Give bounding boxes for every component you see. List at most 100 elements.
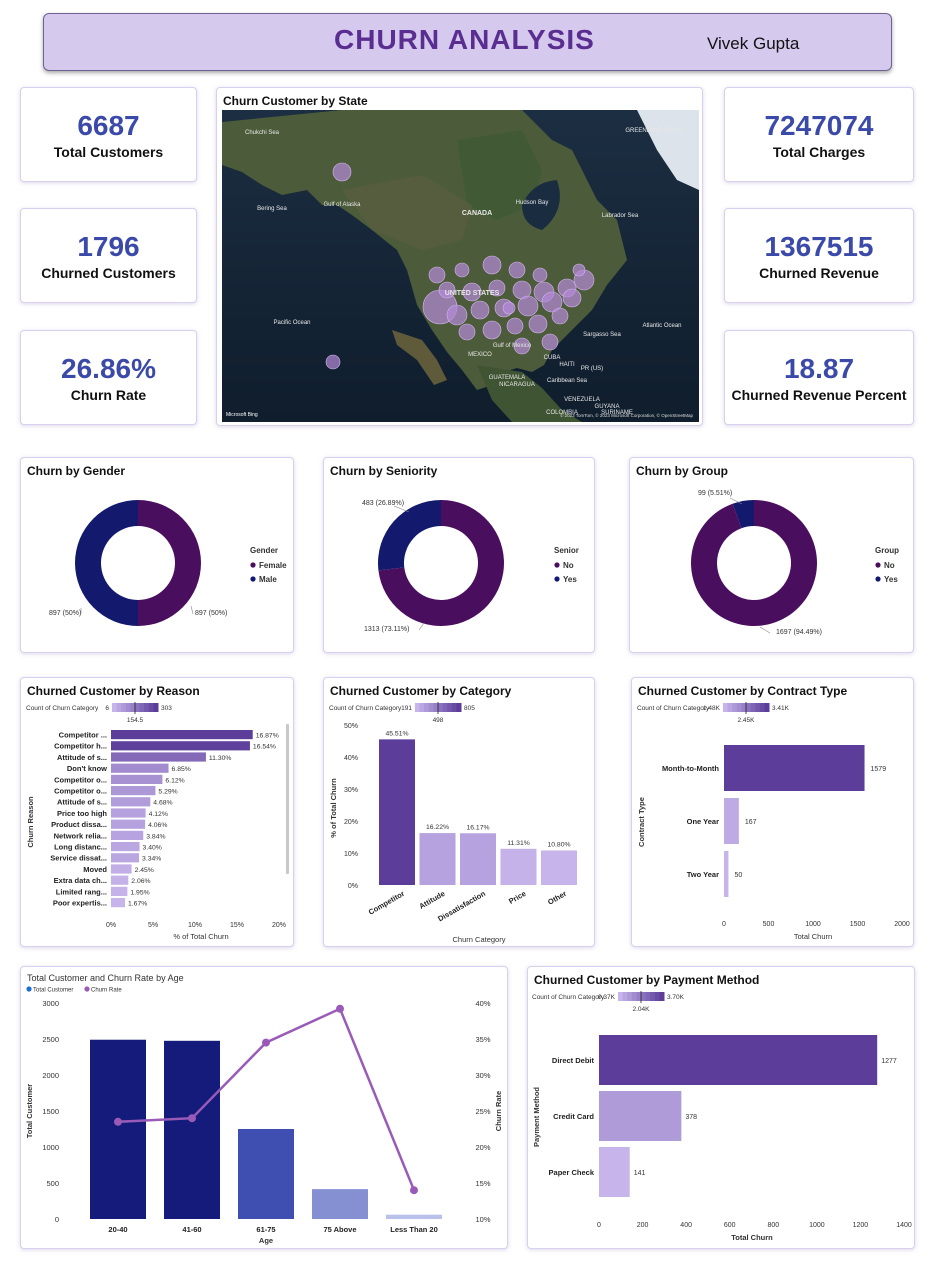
data-label: 16.17%	[466, 824, 489, 831]
map-bubble-layer	[325, 162, 595, 370]
churn-rate-point[interactable]	[410, 1186, 418, 1195]
data-label: 378	[685, 1114, 697, 1121]
donut-slice-no[interactable]	[691, 500, 817, 626]
churn-map[interactable]	[222, 110, 699, 422]
map-bubble[interactable]	[506, 317, 524, 335]
churn-by-group-chart[interactable]: 1697 (94.49%) 99 (5.51%) Group No Yes	[630, 478, 913, 652]
map-bubble[interactable]	[482, 320, 502, 340]
kpi-label: Churned Revenue Percent	[731, 387, 907, 403]
y2-axis-title: Churn Rate	[494, 1091, 503, 1131]
bar[interactable]	[111, 853, 140, 863]
bar[interactable]	[312, 1189, 368, 1219]
bar[interactable]	[460, 833, 496, 885]
map-bubble[interactable]	[488, 279, 506, 297]
churn-rate-point[interactable]	[262, 1038, 270, 1047]
bar[interactable]	[111, 886, 128, 896]
bar[interactable]	[386, 1214, 442, 1219]
map-bubble[interactable]	[325, 354, 341, 370]
bar[interactable]	[724, 745, 865, 791]
legend-title: Count of Churn Category	[532, 994, 605, 1001]
bar[interactable]	[599, 1035, 878, 1085]
map-bubble[interactable]	[470, 300, 490, 320]
bar[interactable]	[111, 819, 146, 829]
data-label: 2.45%	[135, 867, 154, 874]
map-bubble[interactable]	[541, 291, 563, 313]
churn-by-category-chart[interactable]: Count of Churn Category 191 805 498 0% 10% 20%…	[324, 698, 594, 946]
map-bubble[interactable]	[438, 281, 456, 299]
map-bubble[interactable]	[482, 255, 502, 275]
total-customer-churn-rate-by-age-chart[interactable]: Total Customer Churn Rate 0 500 1000 1500 2000…	[21, 981, 507, 1248]
bar[interactable]	[111, 898, 126, 908]
chart-title: Total Customer and Churn Rate by Age	[27, 973, 184, 983]
chart-title: Churn by Group	[636, 464, 728, 478]
bar[interactable]	[90, 1039, 146, 1219]
y2-tick-label: 35%	[475, 1035, 490, 1044]
churn-by-gender-chart[interactable]: 897 (50%) 897 (50%) Gender Female Male	[21, 478, 293, 652]
map-bubble[interactable]	[446, 304, 468, 326]
bar[interactable]	[379, 739, 415, 885]
legend-marker	[250, 576, 256, 582]
map-bubble[interactable]	[454, 262, 470, 278]
data-label: 2.06%	[131, 878, 150, 885]
bar[interactable]	[111, 797, 151, 807]
legend-title: Count of Churn Category	[637, 705, 710, 712]
bar[interactable]	[111, 786, 156, 796]
map-bubble[interactable]	[517, 295, 539, 317]
bar[interactable]	[111, 763, 169, 773]
churn-rate-point[interactable]	[188, 1114, 196, 1123]
bar[interactable]	[541, 850, 577, 885]
bar[interactable]	[724, 851, 729, 897]
chart-title: Churned Customer by Payment Method	[534, 973, 760, 987]
bar[interactable]	[599, 1147, 630, 1197]
bar[interactable]	[724, 798, 739, 844]
bar[interactable]	[111, 864, 132, 874]
bar[interactable]	[111, 774, 163, 784]
bar[interactable]	[111, 741, 250, 751]
category-label: Long distanc...	[54, 843, 107, 852]
donut-slice-yes[interactable]	[732, 500, 754, 529]
category-label: Competitor h...	[54, 742, 107, 751]
map-bubble[interactable]	[428, 266, 446, 284]
map-bubble[interactable]	[502, 301, 516, 315]
bar[interactable]	[419, 833, 456, 885]
map-bubble[interactable]	[551, 307, 569, 325]
y-tick-label: 2000	[42, 1071, 59, 1080]
donut-slice-male[interactable]	[75, 500, 138, 626]
map-bubble[interactable]	[562, 288, 582, 308]
map-bubble[interactable]	[508, 261, 526, 279]
category-label: Other	[546, 889, 568, 907]
x-tick-label: 1500	[850, 921, 866, 928]
map-bubble[interactable]	[513, 337, 531, 355]
map-bubble[interactable]	[532, 267, 548, 283]
bar[interactable]	[164, 1040, 220, 1219]
category-label: Extra data ch...	[54, 876, 107, 885]
churn-by-seniority-chart[interactable]: 1313 (73.11%) 483 (26.89%) Senior No Yes	[324, 478, 594, 652]
bar[interactable]	[111, 730, 253, 740]
bar[interactable]	[111, 830, 144, 840]
churn-rate-point[interactable]	[114, 1117, 122, 1126]
x-tick-label: 2000	[894, 921, 910, 928]
bar[interactable]	[238, 1129, 294, 1219]
map-bubble[interactable]	[528, 314, 548, 334]
map-bubble[interactable]	[572, 263, 586, 277]
donut-slice-yes[interactable]	[378, 500, 441, 571]
bar[interactable]	[111, 842, 140, 852]
bar[interactable]	[111, 808, 146, 818]
map-bubble[interactable]	[458, 323, 476, 341]
donut-slice-female[interactable]	[138, 500, 201, 626]
donut-slice-no[interactable]	[378, 500, 504, 626]
y-axis-title: Payment Method	[532, 1087, 541, 1147]
bar[interactable]	[599, 1091, 682, 1141]
churn-rate-point[interactable]	[336, 1004, 344, 1013]
bar[interactable]	[500, 848, 537, 885]
map-bubble[interactable]	[462, 282, 482, 302]
y-tick-label: 1500	[42, 1107, 59, 1116]
map-bubble[interactable]	[541, 333, 559, 351]
bar[interactable]	[111, 752, 206, 762]
churn-by-reason-chart[interactable]: Count of Churn Category 6 303 154.5 Competit…	[21, 698, 293, 946]
map-bubble[interactable]	[332, 162, 352, 182]
scrollbar[interactable]	[286, 724, 289, 874]
bar[interactable]	[111, 875, 129, 885]
